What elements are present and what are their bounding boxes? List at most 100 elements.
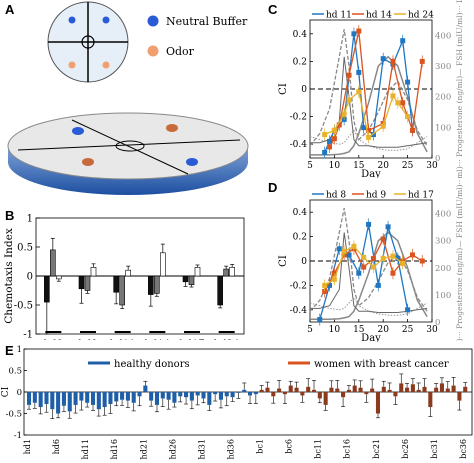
x-tick-label: hd16 bbox=[110, 439, 119, 459]
data-point bbox=[419, 58, 425, 64]
x-tick-label: bc1 bbox=[256, 439, 265, 454]
y-axis-label: CI bbox=[278, 255, 289, 267]
bar bbox=[294, 387, 299, 392]
odor-drop bbox=[82, 158, 94, 166]
legend-odor-label: Odor bbox=[166, 45, 195, 58]
y-tick-label: 0.2 bbox=[293, 233, 307, 243]
data-point bbox=[356, 270, 362, 276]
bar bbox=[195, 392, 200, 396]
odor-legend-marker bbox=[147, 45, 159, 57]
y2-tick-label: 300 bbox=[435, 62, 451, 72]
x-tick-label: bc31 bbox=[430, 439, 439, 459]
x-tick-label: 25 bbox=[402, 161, 414, 171]
data-point bbox=[356, 69, 362, 75]
y2-tick-label: 200 bbox=[435, 93, 451, 103]
data-point bbox=[327, 144, 333, 150]
legend-label: hd 24 bbox=[408, 11, 434, 21]
bar bbox=[125, 269, 131, 277]
bar bbox=[434, 387, 439, 392]
bar bbox=[90, 266, 97, 277]
x-tick-label: 25 bbox=[402, 325, 414, 335]
data-point bbox=[356, 28, 362, 34]
bar bbox=[253, 392, 258, 395]
data-point bbox=[346, 72, 352, 78]
data-point bbox=[390, 253, 396, 259]
bar bbox=[149, 392, 154, 401]
data-point bbox=[400, 260, 406, 266]
data-point bbox=[405, 307, 411, 313]
y-tick-label: 0.2 bbox=[293, 57, 307, 67]
data-point bbox=[361, 125, 367, 131]
x-tick-label: 5 bbox=[307, 325, 313, 335]
x-tick-label: 20 bbox=[377, 161, 389, 171]
x-tick-label: 30 bbox=[426, 325, 438, 335]
bar bbox=[265, 387, 270, 392]
bar bbox=[61, 392, 66, 406]
bar bbox=[79, 392, 84, 401]
bar bbox=[335, 388, 340, 392]
data-point bbox=[380, 256, 386, 262]
bar bbox=[84, 275, 91, 291]
data-point bbox=[366, 221, 372, 227]
bar bbox=[410, 384, 415, 392]
bar bbox=[160, 252, 166, 277]
bar bbox=[38, 392, 43, 408]
data-point bbox=[370, 132, 376, 138]
bar bbox=[317, 392, 322, 399]
x-tick-label: bc26 bbox=[401, 439, 410, 459]
y-tick-label: 0 bbox=[27, 272, 33, 283]
bar bbox=[422, 386, 427, 392]
bar bbox=[329, 387, 334, 392]
data-point bbox=[390, 93, 396, 99]
x-tick-label: hd6 bbox=[52, 439, 61, 454]
x-tick-label: hd21 bbox=[139, 439, 148, 459]
data-point bbox=[356, 89, 362, 95]
y-tick-label: 0 bbox=[301, 85, 307, 95]
bar bbox=[131, 392, 136, 403]
y-tick-label: -0.4 bbox=[290, 306, 308, 316]
y-tick-label: -0.2 bbox=[290, 113, 307, 123]
y-tick-label: -0.2 bbox=[290, 281, 307, 291]
panel-b-letter: B bbox=[5, 208, 15, 223]
chart-c: -0.4-0.200.20.45 10 15 20 25 300100200300400D… bbox=[278, 0, 464, 178]
data-point bbox=[366, 134, 372, 140]
bar bbox=[178, 392, 183, 397]
data-point bbox=[400, 38, 406, 44]
data-point bbox=[400, 100, 406, 106]
y2-tick-label: 300 bbox=[435, 237, 451, 247]
y-tick-label: 0 bbox=[301, 257, 307, 267]
bar bbox=[102, 392, 107, 408]
bar bbox=[108, 392, 113, 405]
bar bbox=[463, 386, 468, 392]
progesterone-line bbox=[310, 55, 428, 156]
bar bbox=[50, 392, 55, 410]
bar bbox=[306, 386, 311, 392]
legend-label: hd 14 bbox=[366, 11, 392, 21]
bar bbox=[300, 392, 305, 396]
y-tick-label: -1 bbox=[14, 431, 22, 441]
bar bbox=[236, 392, 241, 393]
y2-tick-label: 400 bbox=[435, 31, 451, 41]
data-point bbox=[409, 127, 415, 133]
data-point bbox=[336, 122, 342, 128]
bar bbox=[387, 389, 392, 392]
legend-label: hd 17 bbox=[408, 191, 434, 201]
odor-drop bbox=[68, 61, 76, 69]
data-point bbox=[370, 264, 376, 270]
bar bbox=[119, 275, 125, 306]
bar bbox=[137, 392, 142, 397]
y-tick-label: 0.5 bbox=[17, 243, 33, 254]
bar bbox=[405, 387, 410, 392]
data-point bbox=[351, 31, 357, 37]
bar bbox=[56, 275, 62, 280]
data-point bbox=[409, 252, 415, 258]
data-point bbox=[341, 111, 347, 117]
x-tick-label: hd26 bbox=[168, 439, 177, 459]
bar bbox=[358, 387, 363, 392]
y-tick-label: 1 bbox=[27, 214, 33, 225]
bar bbox=[148, 275, 154, 295]
panel-a-letter: A bbox=[5, 2, 15, 17]
bar bbox=[416, 389, 421, 392]
bar bbox=[259, 389, 264, 392]
